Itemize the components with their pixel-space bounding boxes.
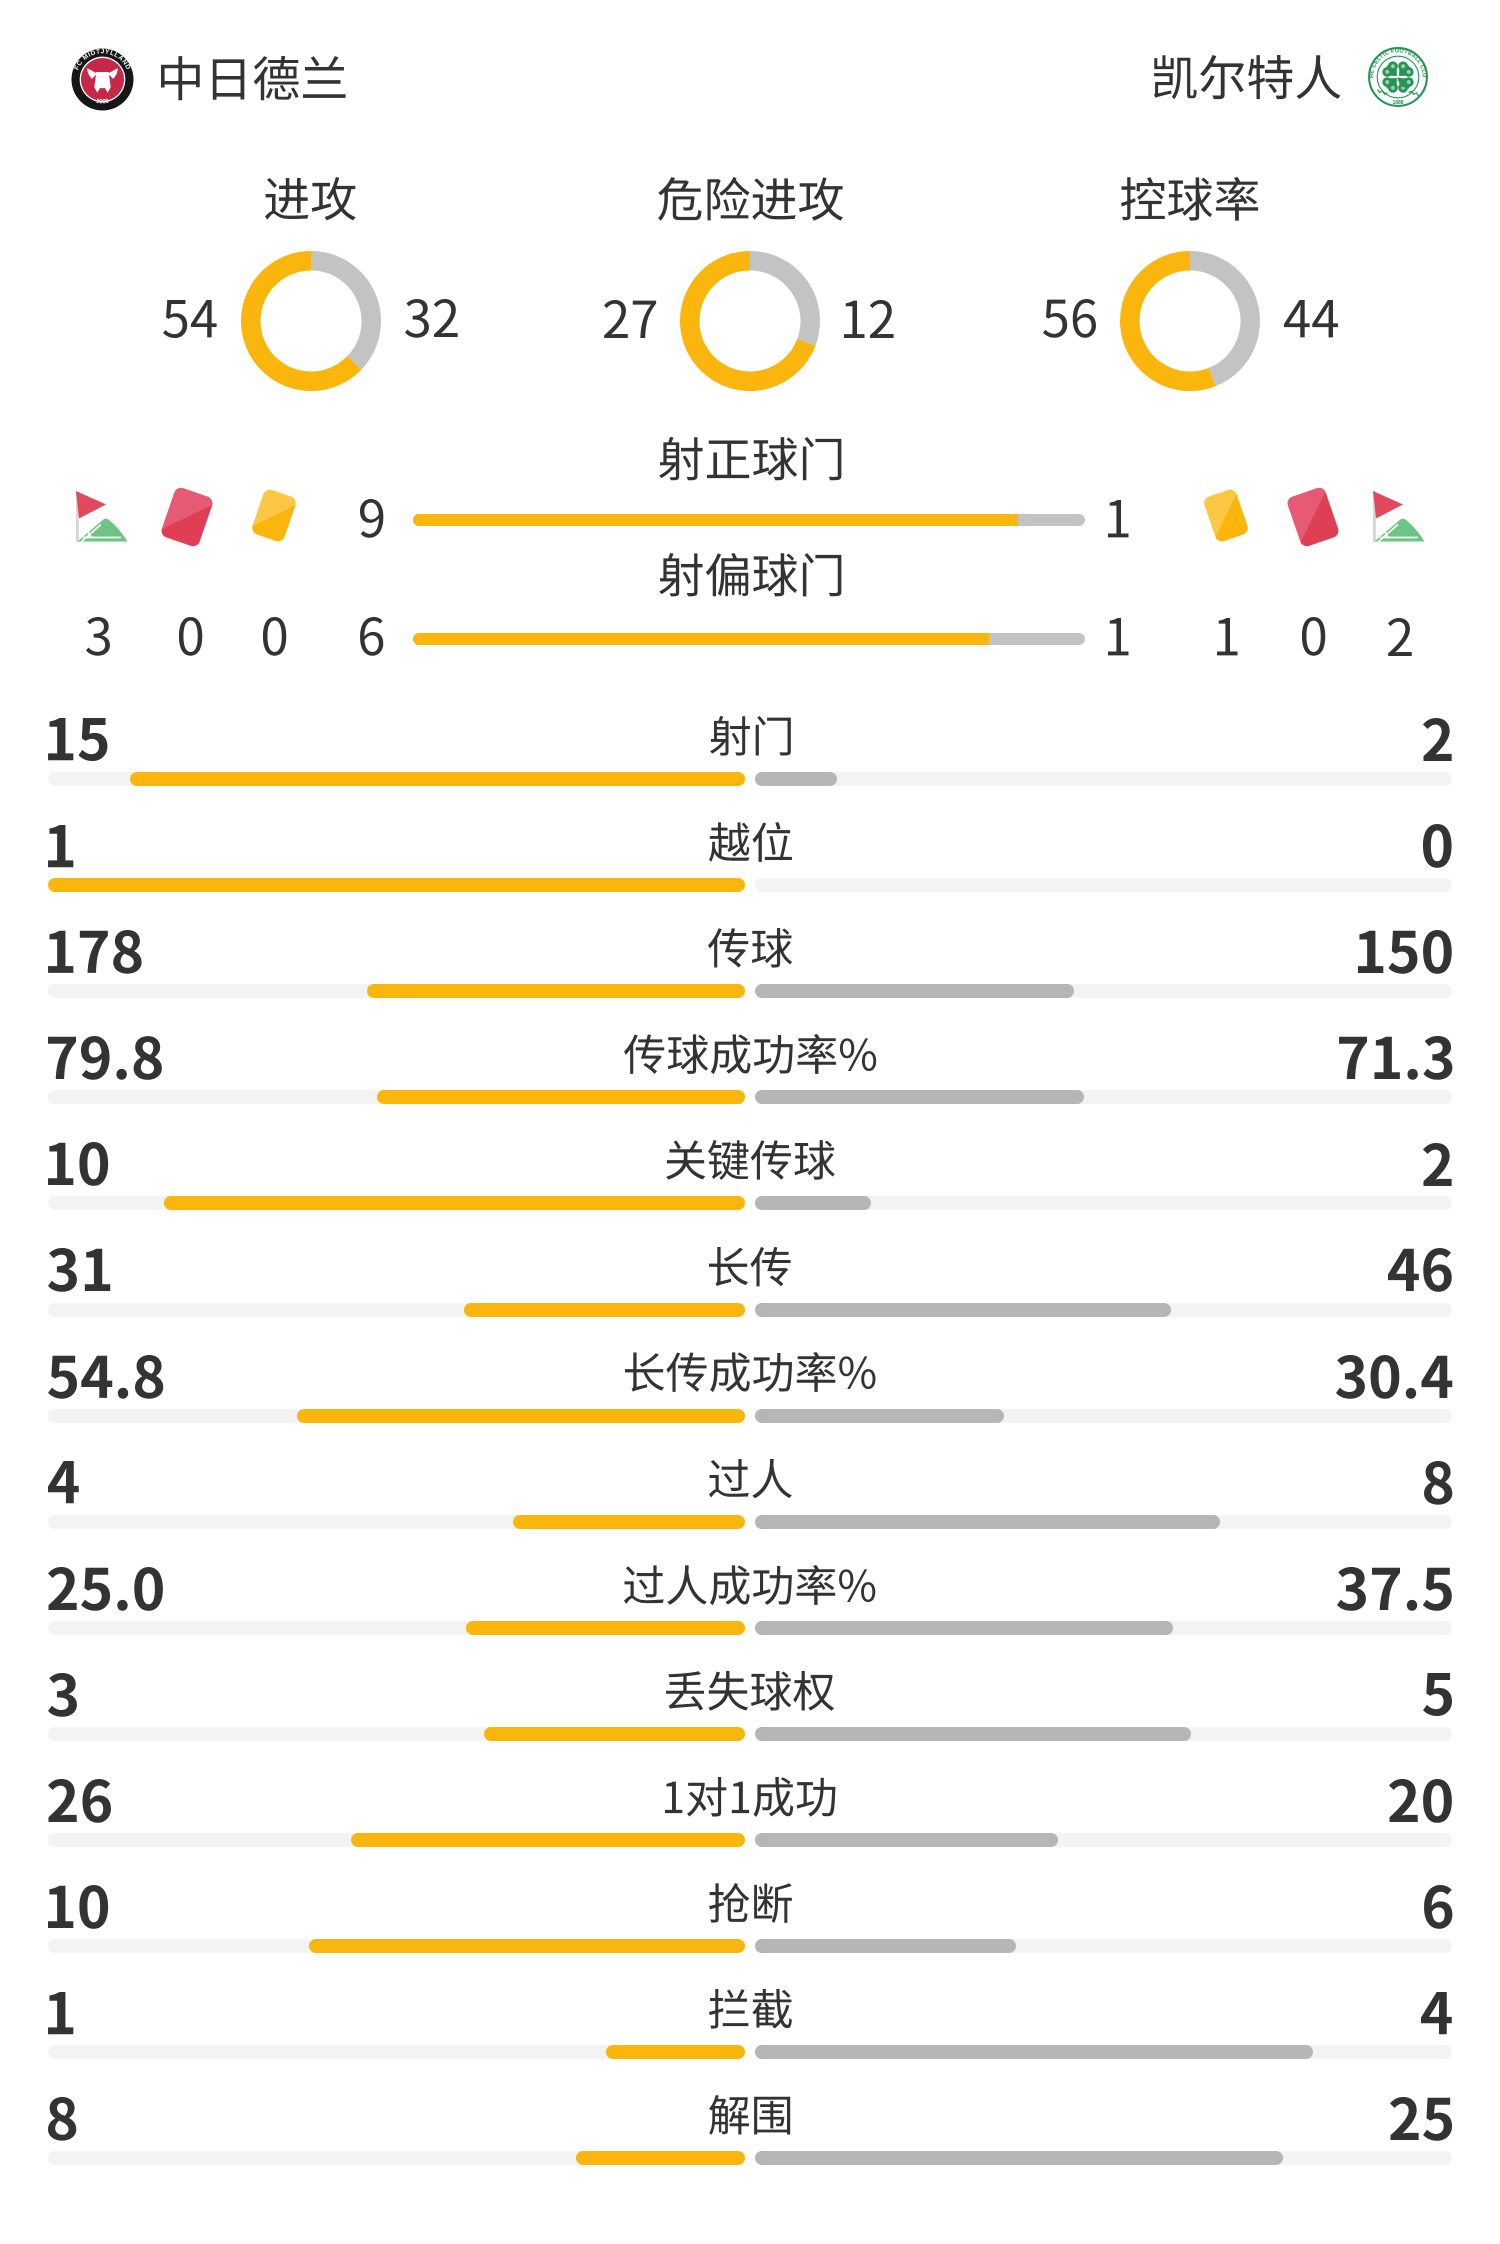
svg-text:1888: 1888 bbox=[1392, 100, 1403, 106]
svg-text:1999: 1999 bbox=[95, 97, 110, 105]
